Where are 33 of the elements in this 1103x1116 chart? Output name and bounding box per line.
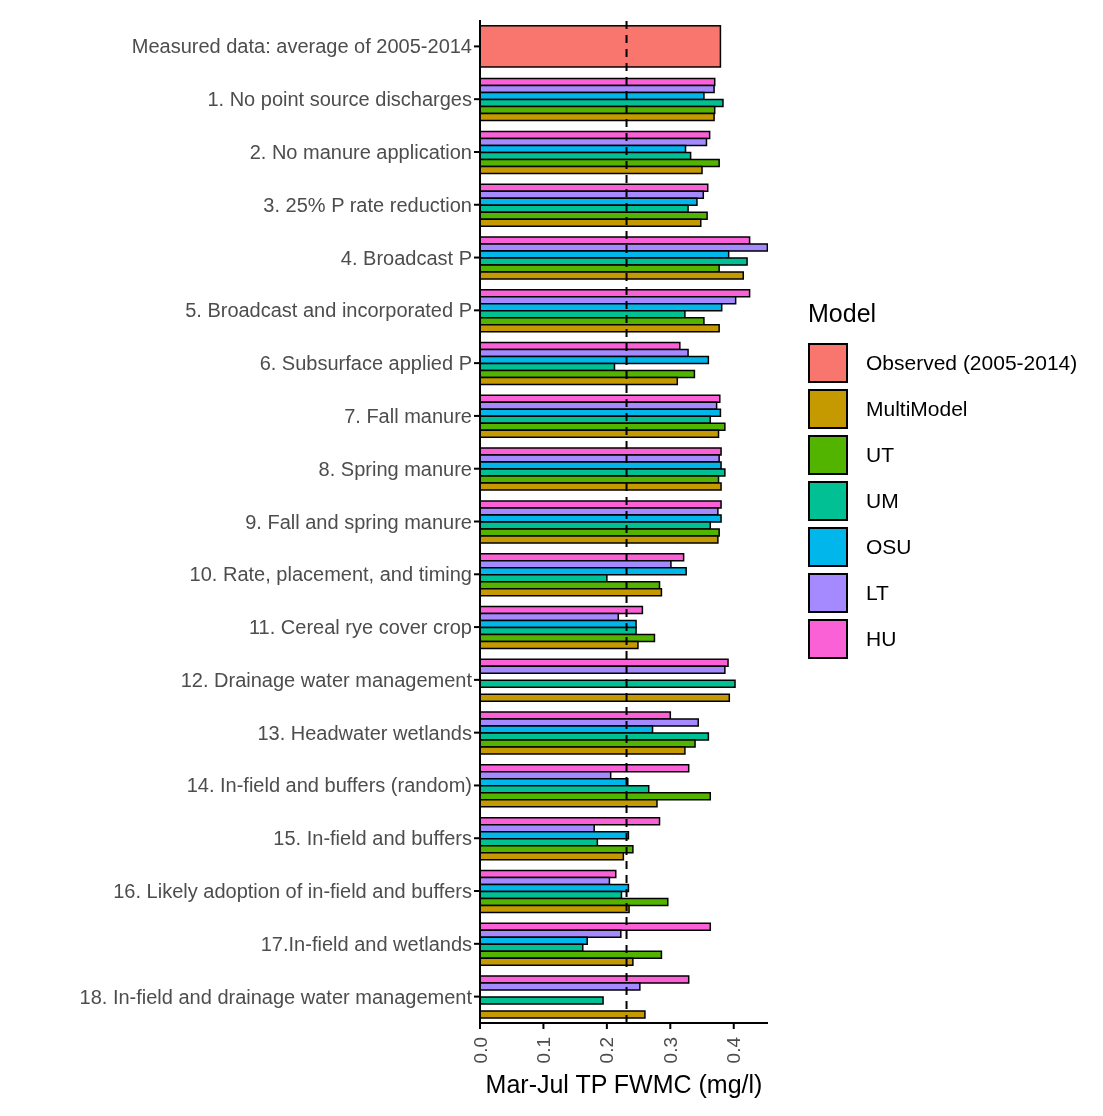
legend-title: Model <box>808 299 878 328</box>
y-tick-label: 18. In-field and drainage water management <box>79 985 473 1008</box>
x-tick-label: 0.0 <box>469 1037 491 1064</box>
y-tick-label: 6. Subsurface applied P <box>259 352 472 375</box>
x-tick-label: 0.1 <box>532 1037 554 1064</box>
legend-label: MultiModel <box>866 397 968 421</box>
legend-label: LT <box>866 581 889 605</box>
y-tick-label: 5. Broadcast and incorporated P <box>185 299 472 322</box>
y-tick-label: Measured data: average of 2005-2014 <box>131 35 472 58</box>
x-tick-label: 0.2 <box>596 1037 618 1064</box>
x-tick-label: 0.3 <box>659 1037 681 1064</box>
y-tick-label: 15. In-field and buffers <box>273 827 472 850</box>
legend-label: Observed (2005-2014) <box>866 351 1078 375</box>
y-tick-label: 12. Drainage water management <box>180 668 473 691</box>
legend-label: HU <box>866 627 897 651</box>
legend-label: UM <box>866 489 899 513</box>
y-tick-label: 10. Rate, placement, and timing <box>189 563 472 586</box>
legend-label: OSU <box>866 535 912 559</box>
y-tick-label: 1. No point source discharges <box>207 88 472 111</box>
x-axis-title: Mar-Jul TP FWMC (mg/l) <box>485 1070 763 1098</box>
y-tick-label: 3. 25% P rate reduction <box>263 193 472 216</box>
y-tick-label: 17.In-field and wetlands <box>260 932 472 955</box>
y-tick-label: 7. Fall manure <box>344 404 472 427</box>
y-tick-label: 14. In-field and buffers (random) <box>186 774 472 797</box>
y-tick-label: 4. Broadcast P <box>340 246 472 269</box>
legend-label: UT <box>866 443 894 467</box>
y-tick-label: 16. Likely adoption of in-field and buffers <box>113 880 472 903</box>
y-tick-label: 8. Spring manure <box>318 457 472 480</box>
x-tick-label: 0.4 <box>723 1036 745 1064</box>
y-tick-label: 2. No manure application <box>249 140 472 163</box>
y-tick-label: 11. Cereal rye cover crop <box>248 616 472 639</box>
y-tick-label: 9. Fall and spring manure <box>245 510 472 533</box>
y-tick-label: 13. Headwater wetlands <box>257 721 472 744</box>
